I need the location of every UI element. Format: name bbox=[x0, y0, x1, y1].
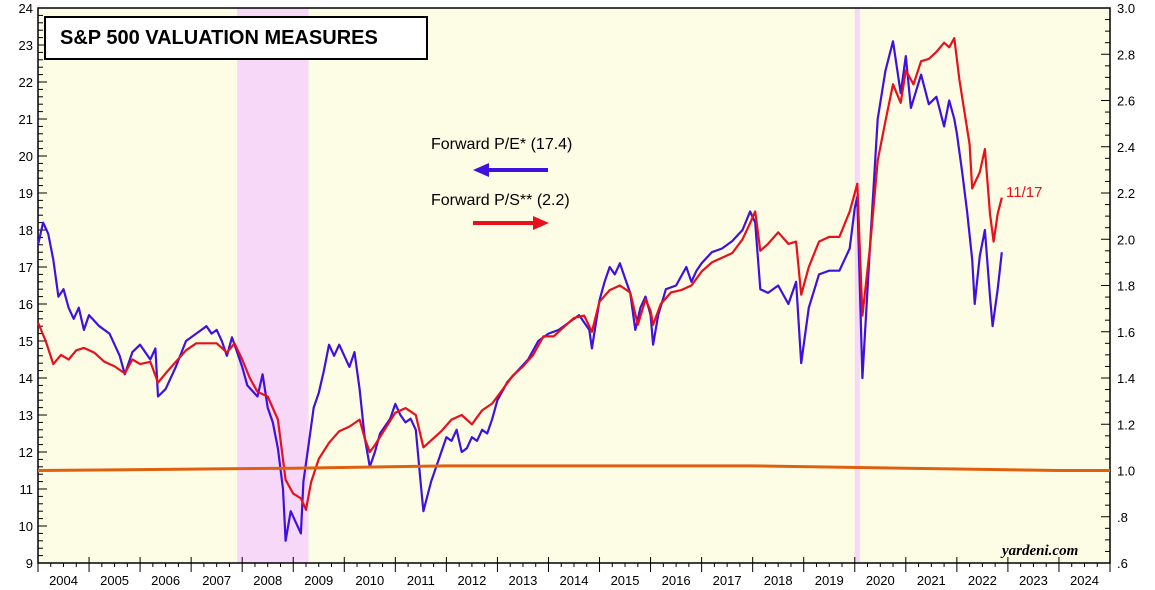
x-tick-label: 2021 bbox=[917, 573, 946, 588]
x-tick-label: 2005 bbox=[100, 573, 129, 588]
left-tick-label: 17 bbox=[19, 260, 33, 275]
axis-labels: 9101112131415161718192021222324.6.81.01.… bbox=[19, 1, 1136, 588]
left-tick-label: 10 bbox=[19, 519, 33, 534]
right-tick-label: 1.4 bbox=[1117, 371, 1135, 386]
right-tick-label: .8 bbox=[1117, 510, 1128, 525]
arrow-head bbox=[473, 163, 489, 177]
x-tick-label: 2018 bbox=[764, 573, 793, 588]
right-tick-label: 1.0 bbox=[1117, 464, 1135, 479]
right-tick-label: 2.0 bbox=[1117, 232, 1135, 247]
left-tick-label: 11 bbox=[20, 482, 34, 497]
x-tick-label: 2024 bbox=[1070, 573, 1099, 588]
series-lines bbox=[36, 37, 1110, 542]
recession-bands bbox=[237, 8, 860, 563]
left-tick-label: 19 bbox=[19, 186, 33, 201]
left-arrow-icon bbox=[473, 163, 548, 177]
x-tick-label: 2006 bbox=[151, 573, 180, 588]
recession-band bbox=[237, 8, 309, 563]
right-tick-label: 2.4 bbox=[1117, 140, 1135, 155]
x-tick-label: 2022 bbox=[968, 573, 997, 588]
right-tick-label: .6 bbox=[1117, 556, 1128, 571]
forward-ps-line bbox=[36, 37, 1003, 511]
x-tick-label: 2016 bbox=[662, 573, 691, 588]
left-tick-label: 23 bbox=[19, 38, 33, 53]
right-tick-label: 1.6 bbox=[1117, 325, 1135, 340]
legend: Forward P/E* (17.4) Forward P/S** (2.2) bbox=[431, 136, 572, 230]
x-tick-label: 2023 bbox=[1019, 573, 1048, 588]
x-tick-label: 2019 bbox=[815, 573, 844, 588]
x-tick-label: 2014 bbox=[560, 573, 589, 588]
forward-pe-line bbox=[36, 40, 1003, 542]
right-tick-label: 1.8 bbox=[1117, 279, 1135, 294]
right-arrow-icon bbox=[473, 216, 549, 230]
credit-text: yardeni.com bbox=[1000, 543, 1078, 559]
legend-label-pe: Forward P/E* (17.4) bbox=[431, 136, 572, 153]
left-tick-label: 22 bbox=[19, 75, 33, 90]
x-tick-label: 2013 bbox=[508, 573, 537, 588]
x-tick-label: 2015 bbox=[611, 573, 640, 588]
title-box: S&P 500 VALUATION MEASURES bbox=[44, 16, 428, 60]
x-tick-label: 2011 bbox=[407, 573, 435, 588]
left-tick-label: 9 bbox=[26, 556, 33, 571]
right-tick-label: 3.0 bbox=[1117, 1, 1135, 16]
end-date-annotation: 11/17 bbox=[1006, 184, 1042, 201]
plot-background bbox=[38, 8, 1110, 563]
left-tick-label: 13 bbox=[19, 408, 33, 423]
plot-frame bbox=[37, 7, 1111, 564]
x-tick-label: 2010 bbox=[355, 573, 384, 588]
x-tick-label: 2007 bbox=[202, 573, 231, 588]
left-tick-label: 12 bbox=[19, 445, 33, 460]
x-tick-label: 2012 bbox=[457, 573, 486, 588]
x-tick-label: 2004 bbox=[49, 573, 78, 588]
legend-label-ps: Forward P/S** (2.2) bbox=[431, 192, 570, 209]
left-tick-label: 14 bbox=[19, 371, 33, 386]
left-tick-label: 16 bbox=[19, 297, 33, 312]
x-tick-label: 2020 bbox=[866, 573, 895, 588]
plot-area bbox=[38, 8, 1110, 563]
baseline-trend-line bbox=[37, 464, 1110, 472]
x-tick-label: 2017 bbox=[713, 573, 742, 588]
right-tick-label: 1.2 bbox=[1117, 417, 1135, 432]
left-tick-label: 24 bbox=[19, 1, 33, 16]
left-tick-label: 15 bbox=[19, 334, 33, 349]
tick-marks bbox=[37, 7, 1111, 572]
left-tick-label: 20 bbox=[19, 149, 33, 164]
title-frame bbox=[44, 16, 428, 60]
chart-title: S&P 500 VALUATION MEASURES bbox=[60, 27, 378, 49]
right-tick-label: 2.2 bbox=[1117, 186, 1135, 201]
x-tick-label: 2009 bbox=[304, 573, 333, 588]
left-tick-label: 18 bbox=[19, 223, 33, 238]
right-tick-label: 2.6 bbox=[1117, 94, 1135, 109]
left-tick-label: 21 bbox=[19, 112, 33, 127]
x-tick-label: 2008 bbox=[253, 573, 282, 588]
right-tick-label: 2.8 bbox=[1117, 47, 1135, 62]
recession-band bbox=[854, 8, 860, 563]
arrow-head bbox=[533, 216, 549, 230]
